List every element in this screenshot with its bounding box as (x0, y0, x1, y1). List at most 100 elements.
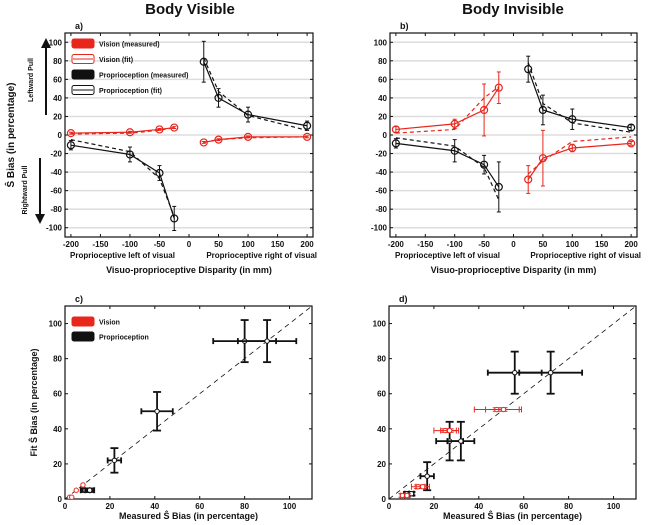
y-tick-label: 100 (373, 320, 387, 329)
proprioception-fit-line (395, 137, 500, 201)
data-point (243, 132, 253, 141)
vision-measured-line (527, 142, 632, 180)
panel-a: a)-200 -150 -100 -50 0 50 100 150 200-100-80-60-… (46, 21, 317, 275)
legend: Vision Proprioception (71, 316, 149, 342)
legend-label: Proprioception (99, 335, 149, 342)
x-sublabel-right: Proprioceptive right of visual (206, 251, 317, 260)
proprioception-measured-line (395, 142, 500, 188)
y-tick-label: 40 (378, 94, 387, 103)
y-tick-label: 40 (377, 425, 386, 434)
x-axis-label: Measured Ŝ Bias (in percentage) (119, 510, 258, 521)
data-point (424, 473, 430, 479)
legend-label: Proprioception (measured) (99, 73, 188, 80)
x-tick-label: 0 (187, 240, 192, 249)
proprioception-fit-line (203, 57, 308, 131)
data-point (627, 139, 636, 148)
x-tick-label: 0 (387, 502, 392, 511)
vision-fit-line (395, 86, 500, 134)
data-point (73, 487, 79, 493)
x-axis-label: Visuo-proprioceptive Disparity (in mm) (431, 265, 597, 275)
x-tick-label: 100 (607, 502, 621, 511)
data-point (264, 338, 270, 344)
x-tick-label: -50 (478, 240, 490, 249)
y-tick-label: 100 (374, 38, 388, 47)
data-point (170, 214, 179, 223)
legend-swatch (71, 38, 95, 49)
data-point (154, 408, 160, 414)
legend-label: Vision (99, 320, 120, 327)
leftward-pull-label: Leftward Pull (28, 58, 35, 102)
y-axis-label-top: Ŝ Bias (in percentage) (4, 82, 17, 187)
x-sublabel-left: Proprioceptive left of visual (70, 251, 175, 260)
y-tick-label: 0 (383, 131, 388, 140)
data-point (479, 105, 489, 115)
legend-label: Proprioception (fit) (99, 88, 162, 95)
y-tick-label: 60 (378, 75, 387, 84)
title-body-visible: Body Visible (145, 1, 235, 18)
panel-label: d) (399, 294, 408, 304)
x-tick-label: 200 (300, 240, 314, 249)
data-point (512, 369, 518, 376)
data-point (524, 65, 533, 74)
y-tick-label: 100 (49, 320, 63, 329)
y-tick-label: 0 (382, 495, 387, 504)
y-tick-label: 40 (53, 425, 62, 434)
data-point (199, 138, 208, 147)
y-tick-label: -20 (50, 150, 62, 159)
y-tick-label: -100 (371, 224, 388, 233)
identity-line (64, 305, 313, 500)
data-point (125, 128, 135, 137)
panel-b: b)-200 -150 -100 -50 0 50 100 150 200-100-80-60-… (371, 21, 641, 275)
data-point (155, 168, 164, 178)
panel-label: a) (75, 21, 83, 31)
x-tick-label: 60 (519, 502, 528, 511)
y-tick-label: -80 (50, 205, 62, 214)
data-point (538, 105, 548, 115)
panel-label: c) (75, 294, 83, 304)
data-point (391, 139, 400, 148)
y-tick-label: 40 (53, 94, 62, 103)
data-point (500, 406, 507, 413)
title-body-invisible: Body Invisible (462, 1, 564, 18)
plot-frame (388, 305, 637, 500)
panel-d: d) 0 20 40 60 80 100 0 20 40 60 80 100 Measured Ŝ Bia… (373, 294, 637, 521)
y-tick-label: 100 (49, 38, 63, 47)
x-tick-label: 0 (511, 240, 516, 249)
y-tick-label: 20 (377, 460, 386, 469)
data-point (111, 457, 118, 464)
x-tick-label: -100 (122, 240, 139, 249)
x-tick-label: 40 (474, 502, 483, 511)
vision-fit-line (203, 136, 308, 144)
y-tick-label: -100 (46, 224, 63, 233)
data-point (446, 427, 453, 434)
legend-swatch (71, 69, 95, 80)
x-tick-label: -200 (63, 240, 80, 249)
y-tick-label: 60 (53, 390, 62, 399)
y-tick-label: 0 (58, 131, 63, 140)
x-tick-label: -100 (447, 240, 464, 249)
vision-fit-line (70, 126, 175, 135)
x-tick-label: 50 (538, 240, 547, 249)
data-point (404, 492, 410, 499)
data-point (87, 487, 93, 493)
proprioception-fit-line (527, 62, 632, 133)
data-point (66, 129, 76, 138)
data-point (494, 182, 503, 192)
rightward-pull-arrow (35, 158, 45, 224)
panel-c: c) 0 20 40 60 80 100 0 20 40 60 80 100 Measured Ŝ Bia… (28, 294, 313, 521)
legend-swatch (71, 316, 95, 327)
x-tick-label: 40 (150, 502, 159, 511)
y-tick-label: 80 (53, 57, 62, 66)
legend: Vision (measured) Vision (fit) Propriocept… (71, 38, 188, 95)
proprioception-measured-line (203, 61, 308, 127)
x-tick-label: 80 (564, 502, 573, 511)
data-point (450, 119, 459, 128)
y-tick-label: 80 (378, 57, 387, 66)
data-point (170, 123, 179, 132)
y-tick-label: 20 (53, 112, 62, 121)
y-tick-label: -60 (50, 187, 62, 196)
leftward-pull-arrow (41, 38, 51, 115)
legend-label: Vision (fit) (99, 57, 133, 64)
data-point (627, 123, 636, 132)
x-tick-label: -150 (92, 240, 109, 249)
